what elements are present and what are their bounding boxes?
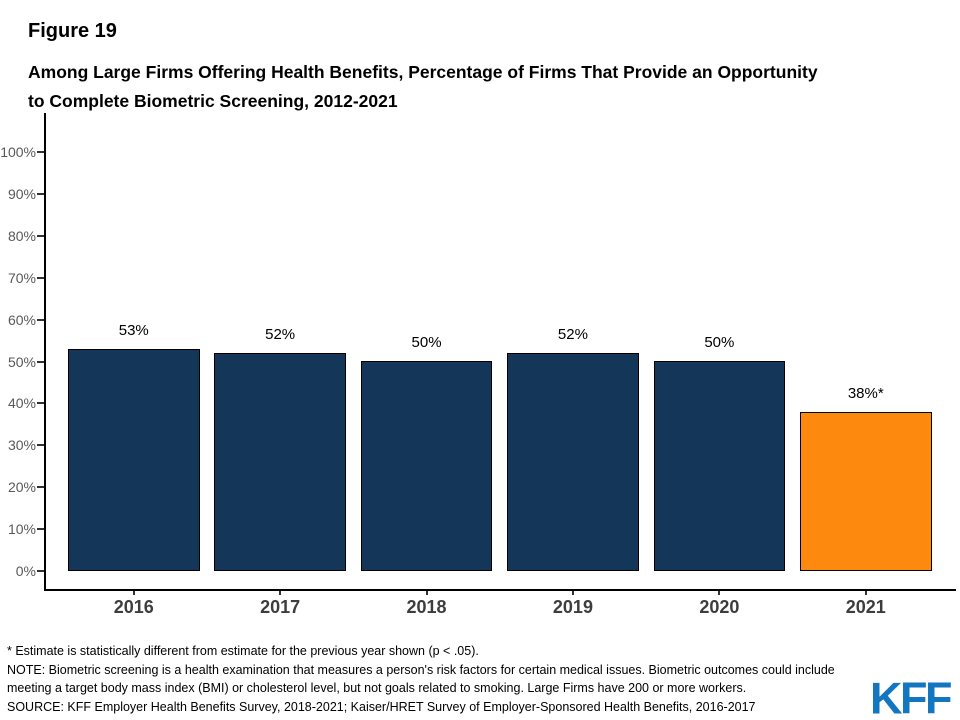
y-tick-mark <box>37 486 44 489</box>
y-tick-mark <box>37 444 44 447</box>
y-tick-label: 0% <box>15 563 36 579</box>
bar-2017 <box>214 353 346 571</box>
x-axis-label-2020: 2020 <box>699 597 740 617</box>
x-axis-line <box>44 589 956 591</box>
figure-label: Figure 19 <box>28 20 117 42</box>
bar-2020 <box>653 361 786 571</box>
bar-2019 <box>507 353 639 571</box>
note-text: NOTE: Biometric screening is a health ex… <box>7 663 835 696</box>
x-axis-label-2021: 2021 <box>845 597 886 617</box>
bar-value-label: 53% <box>118 322 149 339</box>
y-tick-label: 50% <box>7 353 36 370</box>
y-tick-label: 10% <box>7 521 36 538</box>
bar-value-label: 50% <box>704 334 735 351</box>
y-tick-label: 20% <box>7 479 36 496</box>
figure-title: Among Large Firms Offering Health Benefi… <box>28 62 818 111</box>
bar-2021 <box>800 412 932 571</box>
bar-chart: 0% 10% 20% 30% 40% 50% 60% 70% 80% 90% 100% 53% 2016… <box>0 113 956 617</box>
bar-value-label: 52% <box>265 326 296 343</box>
x-tick-mark <box>425 591 428 595</box>
x-tick-mark <box>571 591 574 595</box>
y-tick-mark <box>37 234 44 237</box>
x-axis-label-2016: 2016 <box>113 597 154 617</box>
y-tick-label: 40% <box>7 395 36 412</box>
x-axis-label-2017: 2017 <box>260 597 301 617</box>
y-tick-mark <box>37 360 44 363</box>
y-tick-mark <box>37 528 44 531</box>
kff-logo: KFF <box>870 673 952 720</box>
y-tick-mark <box>37 318 44 321</box>
bar-2018 <box>360 361 493 571</box>
footnote-text: * Estimate is statistically different fr… <box>7 644 479 658</box>
y-axis-line <box>44 113 46 591</box>
x-tick-mark <box>132 591 135 595</box>
x-tick-mark <box>279 591 282 595</box>
x-axis-label-2019: 2019 <box>552 597 593 617</box>
x-tick-mark <box>718 591 721 595</box>
bar-value-label: 52% <box>557 326 588 343</box>
y-tick-label: 30% <box>7 437 36 454</box>
y-tick-label: 90% <box>7 185 36 202</box>
y-tick-mark <box>37 570 44 572</box>
y-tick-label: 100% <box>0 144 36 160</box>
bar-value-label: 50% <box>411 334 442 351</box>
y-tick-label: 60% <box>7 311 36 328</box>
y-tick-label: 70% <box>7 269 36 286</box>
x-tick-mark <box>864 591 867 595</box>
y-tick-mark <box>37 151 44 153</box>
bar-2016 <box>68 349 200 571</box>
x-axis-label-2018: 2018 <box>406 597 447 617</box>
bar-value-label: 38%* <box>847 385 884 402</box>
y-tick-mark <box>37 192 44 195</box>
y-tick-mark <box>37 402 44 405</box>
y-tick-mark <box>37 276 44 279</box>
y-tick-label: 80% <box>7 227 36 244</box>
source-text: SOURCE: KFF Employer Health Benefits Sur… <box>7 700 756 714</box>
